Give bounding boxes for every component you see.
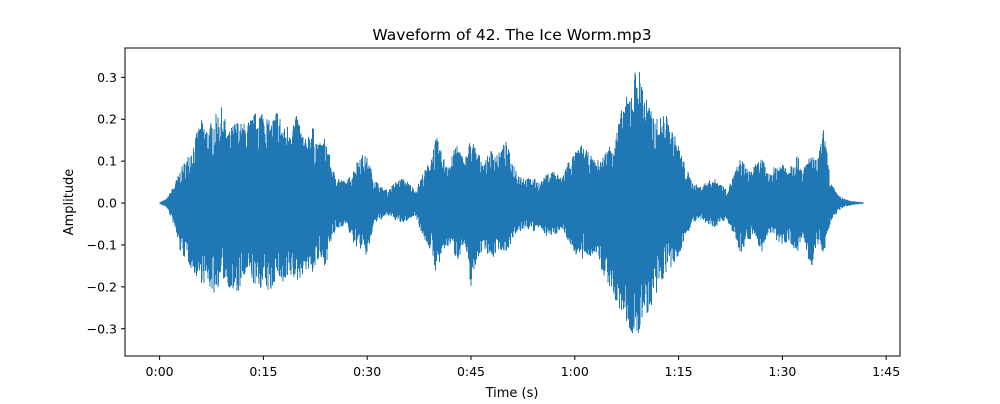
x-tick-label: 0:30 bbox=[353, 364, 381, 379]
y-tick-label: −0.1 bbox=[87, 237, 117, 252]
x-tick-label: 1:15 bbox=[665, 364, 693, 379]
waveform-series bbox=[159, 72, 864, 334]
x-axis: 0:00 0:15 0:30 0:45 1:00 1:15 1:30 1:45 bbox=[146, 356, 900, 379]
x-tick-label: 0:00 bbox=[146, 364, 174, 379]
x-axis-title: Time (s) bbox=[485, 386, 539, 400]
x-tick-label: 1:30 bbox=[768, 364, 796, 379]
x-tick-label: 1:00 bbox=[561, 364, 589, 379]
y-tick-label: 0.1 bbox=[97, 154, 117, 169]
x-tick-label: 0:45 bbox=[457, 364, 485, 379]
y-tick-label: 0.2 bbox=[97, 112, 117, 127]
waveform-layer bbox=[159, 72, 864, 334]
y-axis-title: Amplitude bbox=[62, 169, 77, 236]
y-tick-label: −0.2 bbox=[87, 279, 117, 294]
x-tick-label: 1:45 bbox=[872, 364, 900, 379]
y-tick-label: 0.0 bbox=[97, 196, 117, 211]
x-tick-label: 0:15 bbox=[249, 364, 277, 379]
chart-title: Waveform of 42. The Ice Worm.mp3 bbox=[372, 26, 651, 44]
plot-frame bbox=[124, 47, 901, 357]
y-tick-label: −0.3 bbox=[87, 321, 117, 336]
y-axis: 0.3 0.2 0.1 0.0 −0.1 −0.2 −0.3 bbox=[87, 70, 125, 336]
y-tick-label: 0.3 bbox=[97, 70, 117, 85]
